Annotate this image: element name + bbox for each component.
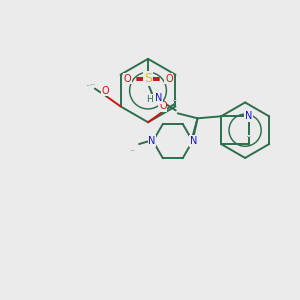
Text: O: O — [102, 85, 110, 96]
Text: O: O — [165, 74, 172, 84]
Text: H: H — [147, 95, 153, 104]
Text: N: N — [190, 136, 197, 146]
Text: N: N — [148, 136, 156, 146]
Text: O: O — [123, 74, 131, 84]
Text: O: O — [159, 101, 167, 111]
Text: methyl: methyl — [90, 84, 95, 85]
Text: N: N — [155, 94, 163, 103]
Text: methyl: methyl — [86, 85, 91, 86]
Text: S: S — [144, 72, 152, 85]
Text: N: N — [245, 111, 253, 121]
Text: methyl: methyl — [173, 100, 178, 101]
Text: methyl: methyl — [246, 136, 251, 137]
Text: methyl: methyl — [131, 149, 136, 151]
